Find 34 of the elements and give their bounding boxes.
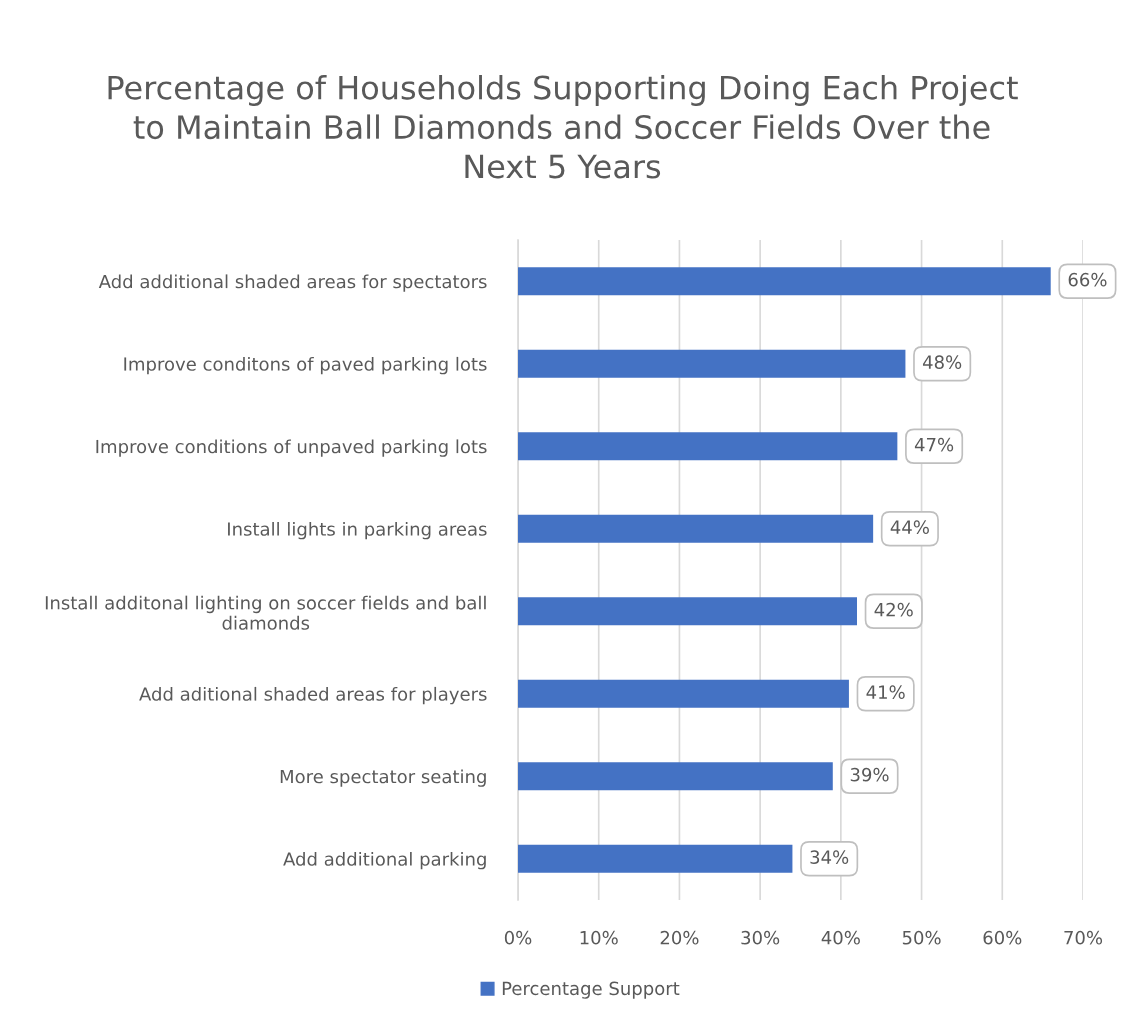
bar [518,267,1051,296]
x-tick-label: 70% [1064,930,1103,945]
x-tick-label: 60% [983,930,1022,945]
x-tick-label: 50% [902,930,941,945]
data-label: 42% [874,602,913,617]
chart-title: Percentage of Households Supporting Doing Each Project to Maintain Ball Diamonds and Soccer Fields Over the Next 5 Years [108,75,1018,179]
legend-label: Percentage Support [502,981,680,999]
bar [518,432,898,461]
y-tick-label: Install additonal lighting on soccer fields and ball diamonds [45,595,486,630]
x-tick-label: 0% [504,930,532,945]
y-tick-label: Install lights in parking areas [228,521,487,540]
bar [518,844,793,873]
x-tick-label: 30% [741,930,780,945]
data-label: 66% [1068,272,1107,287]
data-label: 39% [850,767,889,782]
y-tick-label: Improve conditions of unpaved parking lots [96,439,487,457]
data-label: 34% [810,850,849,864]
bar [518,762,833,791]
bar [518,597,857,626]
y-tick-label: Add additional parking [283,851,486,870]
y-tick-label: Add aditional shaded areas for players [139,686,487,705]
data-label: 44% [890,520,929,534]
x-tick-label: 10% [580,930,618,945]
data-label: 48% [922,355,962,369]
y-tick-label: Add additional shaded areas for spectators [98,274,487,292]
data-label: 41% [866,685,905,699]
x-tick-label: 20% [660,930,699,945]
bar [518,679,849,708]
bar [518,514,874,543]
data-label: 47% [914,437,954,452]
y-tick-label: Improve conditons of paved parking lots [124,356,487,375]
bar [518,349,906,378]
x-tick-label: 40% [821,930,860,945]
y-tick-label: More spectator seating [280,769,486,787]
